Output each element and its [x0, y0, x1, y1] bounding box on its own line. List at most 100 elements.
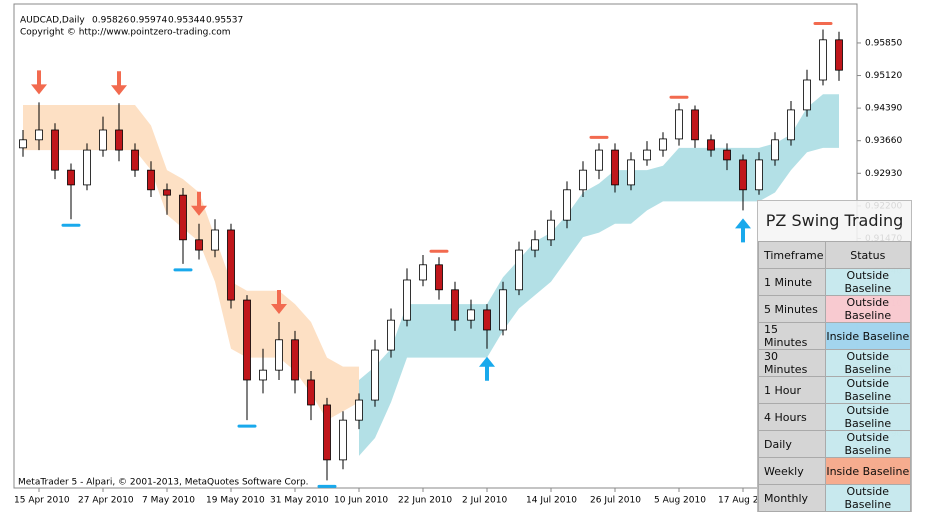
table-cell: Outside Baseline	[824, 376, 912, 404]
table-cell: Inside Baseline	[824, 457, 912, 485]
candle-body	[131, 149, 139, 171]
ohlc-value: 0.95974	[130, 16, 167, 26]
candle-body	[35, 129, 43, 141]
plot-frame	[13, 3, 858, 489]
y-tick-label: 0.95850	[865, 38, 902, 48]
candle-body	[675, 109, 683, 140]
baseline-band	[23, 104, 359, 421]
table-cell: 15 Minutes	[758, 322, 826, 350]
candle-body	[435, 264, 443, 291]
ohlc-value: 0.95537	[206, 16, 243, 26]
x-tick-label: 2 Jul 2010	[462, 496, 507, 506]
ohlc-value: 0.95344	[168, 16, 205, 26]
table-row: 15 Minutes Inside Baseline	[758, 322, 912, 350]
candle-body	[755, 159, 763, 191]
copyright: Copyright © http://www.pointzero-trading…	[20, 28, 230, 38]
candle-body	[611, 149, 619, 186]
status-table: Timeframe Status 1 Minute Outside Baseline 5…	[758, 241, 912, 512]
candle-body	[147, 169, 155, 191]
candle-body	[819, 39, 827, 81]
candle-body	[595, 149, 603, 171]
candle-body	[371, 349, 379, 401]
x-tick-label: 10 Jun 2010	[334, 496, 388, 506]
candle-body	[723, 149, 731, 161]
symbol: AUDCAD,Daily	[20, 16, 85, 26]
candle-body	[307, 379, 315, 406]
table-cell: Outside Baseline	[824, 268, 912, 296]
candle-body	[787, 109, 795, 141]
table-row: Timeframe Status	[758, 241, 912, 269]
candle-body	[67, 169, 75, 186]
candle-body	[403, 279, 411, 321]
candle-body	[275, 339, 283, 371]
candle-body	[163, 189, 171, 196]
sell-arrow	[191, 191, 207, 216]
candle-body	[451, 289, 459, 321]
x-tick-label: 19 May 2010	[206, 496, 265, 506]
sell-arrow	[271, 289, 287, 314]
footer: MetaTrader 5 - Alpari, © 2001-2013, Meta…	[18, 478, 309, 488]
candle-body	[499, 289, 507, 331]
candle-body	[419, 264, 427, 281]
candle-body	[355, 399, 363, 421]
table-cell: Daily	[758, 430, 826, 458]
candle-body	[19, 139, 27, 149]
candle-body	[707, 139, 715, 151]
x-tick-label: 27 Apr 2010	[78, 496, 134, 506]
table-cell: Timeframe	[758, 241, 826, 269]
x-tick-label: 26 Jul 2010	[590, 496, 641, 506]
ohlc-value: 0.95826	[92, 16, 129, 26]
buy-arrow	[735, 218, 751, 243]
candle-body	[563, 189, 571, 221]
table-row: Weekly Inside Baseline	[758, 457, 912, 485]
candle-body	[579, 169, 587, 191]
candle-body	[739, 159, 747, 191]
buy-arrow	[479, 356, 495, 381]
x-tick-label: 22 Jun 2010	[398, 496, 452, 506]
candle-body	[83, 149, 91, 186]
table-row: 1 Hour Outside Baseline	[758, 376, 912, 404]
table-cell: 1 Minute	[758, 268, 826, 296]
table-row: Monthly Outside Baseline	[758, 484, 912, 512]
candle-body	[115, 129, 123, 151]
sell-arrow	[111, 71, 127, 96]
candle-body	[531, 239, 539, 251]
candle-body	[691, 109, 699, 141]
candle-body	[483, 309, 491, 331]
candle-body	[291, 339, 299, 381]
table-cell: Status	[824, 241, 912, 269]
table-row: 5 Minutes Outside Baseline	[758, 295, 912, 323]
candle-body	[547, 219, 555, 241]
candle-body	[99, 129, 107, 151]
table-cell: Inside Baseline	[824, 322, 912, 350]
table-cell: Outside Baseline	[824, 403, 912, 431]
table-cell: Outside Baseline	[824, 484, 912, 512]
candle-body	[243, 299, 251, 381]
candle-body	[179, 194, 187, 241]
y-tick-label: 0.95120	[865, 71, 902, 81]
candle-body	[835, 39, 843, 71]
x-tick-label: 17 Aug 2010	[718, 496, 776, 506]
candle-body	[51, 129, 59, 171]
table-cell: Outside Baseline	[824, 349, 912, 377]
candle-body	[627, 159, 635, 186]
table-row: 1 Minute Outside Baseline	[758, 268, 912, 296]
table-row: 30 Minutes Outside Baseline	[758, 349, 912, 377]
panel-title: PZ Swing Trading	[765, 211, 904, 230]
y-tick-label: 0.92930	[865, 169, 902, 179]
table-row: 4 Hours Outside Baseline	[758, 403, 912, 431]
table-row: Daily Outside Baseline	[758, 430, 912, 458]
baseline-band	[359, 94, 839, 456]
candle-body	[387, 319, 395, 351]
table-cell: 4 Hours	[758, 403, 826, 431]
x-tick-label: 5 Aug 2010	[654, 496, 706, 506]
x-tick-label: 7 May 2010	[142, 496, 195, 506]
table-cell: Outside Baseline	[824, 295, 912, 323]
table-cell: 5 Minutes	[758, 295, 826, 323]
candle-body	[259, 369, 267, 381]
y-tick-label: 0.94390	[865, 104, 902, 114]
candle-body	[803, 79, 811, 111]
y-tick-label: 0.93660	[865, 136, 902, 146]
